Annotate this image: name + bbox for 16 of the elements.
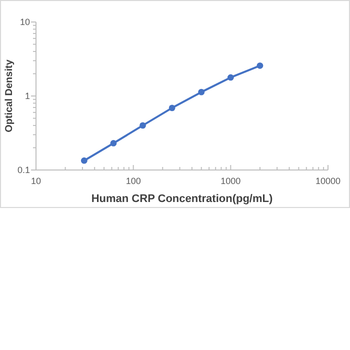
x-axis-title: Human CRP Concentration(pg/mL)	[91, 193, 273, 205]
y-tick-label: 0.1	[17, 165, 30, 176]
y-tick-label: 1	[24, 91, 30, 102]
point	[140, 122, 146, 129]
point	[110, 140, 117, 146]
x-tick-label: 1000	[220, 176, 241, 186]
point	[168, 104, 176, 112]
point	[256, 62, 264, 69]
x-tick-label: 100	[126, 176, 141, 186]
x-tick-label: 10000	[315, 176, 341, 186]
point	[80, 157, 88, 164]
x-tick-label: 10	[30, 176, 42, 186]
y-axis-title: Optical Density	[4, 59, 15, 132]
point	[227, 74, 234, 81]
y-tick-label: 10	[20, 17, 30, 28]
point	[198, 88, 205, 96]
